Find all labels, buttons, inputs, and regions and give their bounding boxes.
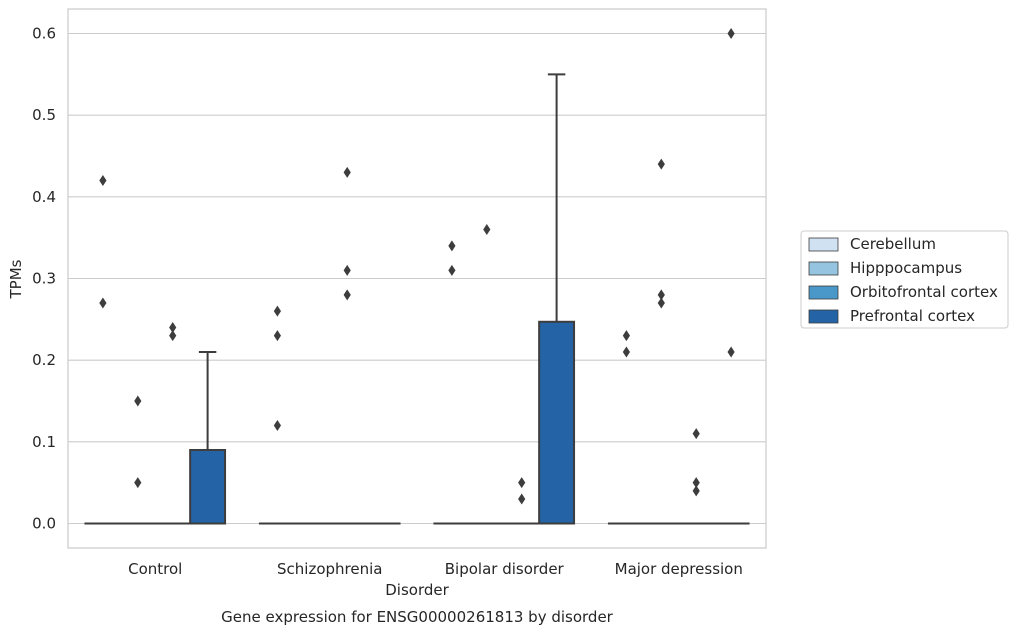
x-axis-label: Disorder	[385, 581, 449, 599]
x-tick-label: Schizophrenia	[277, 560, 382, 578]
box-body	[539, 322, 574, 524]
x-tick-labels: Control Schizophrenia Bipolar disorder Majo…	[128, 560, 743, 578]
y-tick-label: 0.5	[32, 106, 56, 124]
legend-label-hipppocampus: Hipppocampus	[850, 259, 962, 277]
x-tick-label: Bipolar disorder	[445, 560, 565, 578]
y-tick-label: 0.4	[32, 188, 56, 206]
legend-label-cerebellum: Cerebellum	[850, 235, 936, 253]
y-axis-label: TPMs	[7, 259, 25, 299]
legend-swatch-orbitofrontal-cortex	[809, 286, 838, 299]
x-tick-label: Control	[128, 560, 182, 578]
legend-swatch-cerebellum	[809, 238, 838, 251]
x-tick-label: Major depression	[615, 560, 743, 578]
y-tick-label: 0.6	[32, 25, 56, 43]
chart-caption: Gene expression for ENSG00000261813 by d…	[221, 608, 614, 626]
y-tick-label: 0.0	[32, 515, 56, 533]
legend-swatch-hipppocampus	[809, 262, 838, 275]
legend-swatch-prefrontal-cortex	[809, 310, 838, 323]
y-tick-label: 0.2	[32, 351, 56, 369]
y-tick-labels: 0.0 0.1 0.2 0.3 0.4 0.5 0.6	[32, 25, 56, 533]
y-tick-label: 0.3	[32, 270, 56, 288]
legend-label-prefrontal-cortex: Prefrontal cortex	[850, 307, 975, 325]
y-tick-label: 0.1	[32, 433, 56, 451]
legend-label-orbitofrontal-cortex: Orbitofrontal cortex	[850, 283, 998, 301]
legend: Cerebellum Hipppocampus Orbitofrontal cort…	[801, 231, 1008, 328]
box-body	[190, 450, 225, 524]
